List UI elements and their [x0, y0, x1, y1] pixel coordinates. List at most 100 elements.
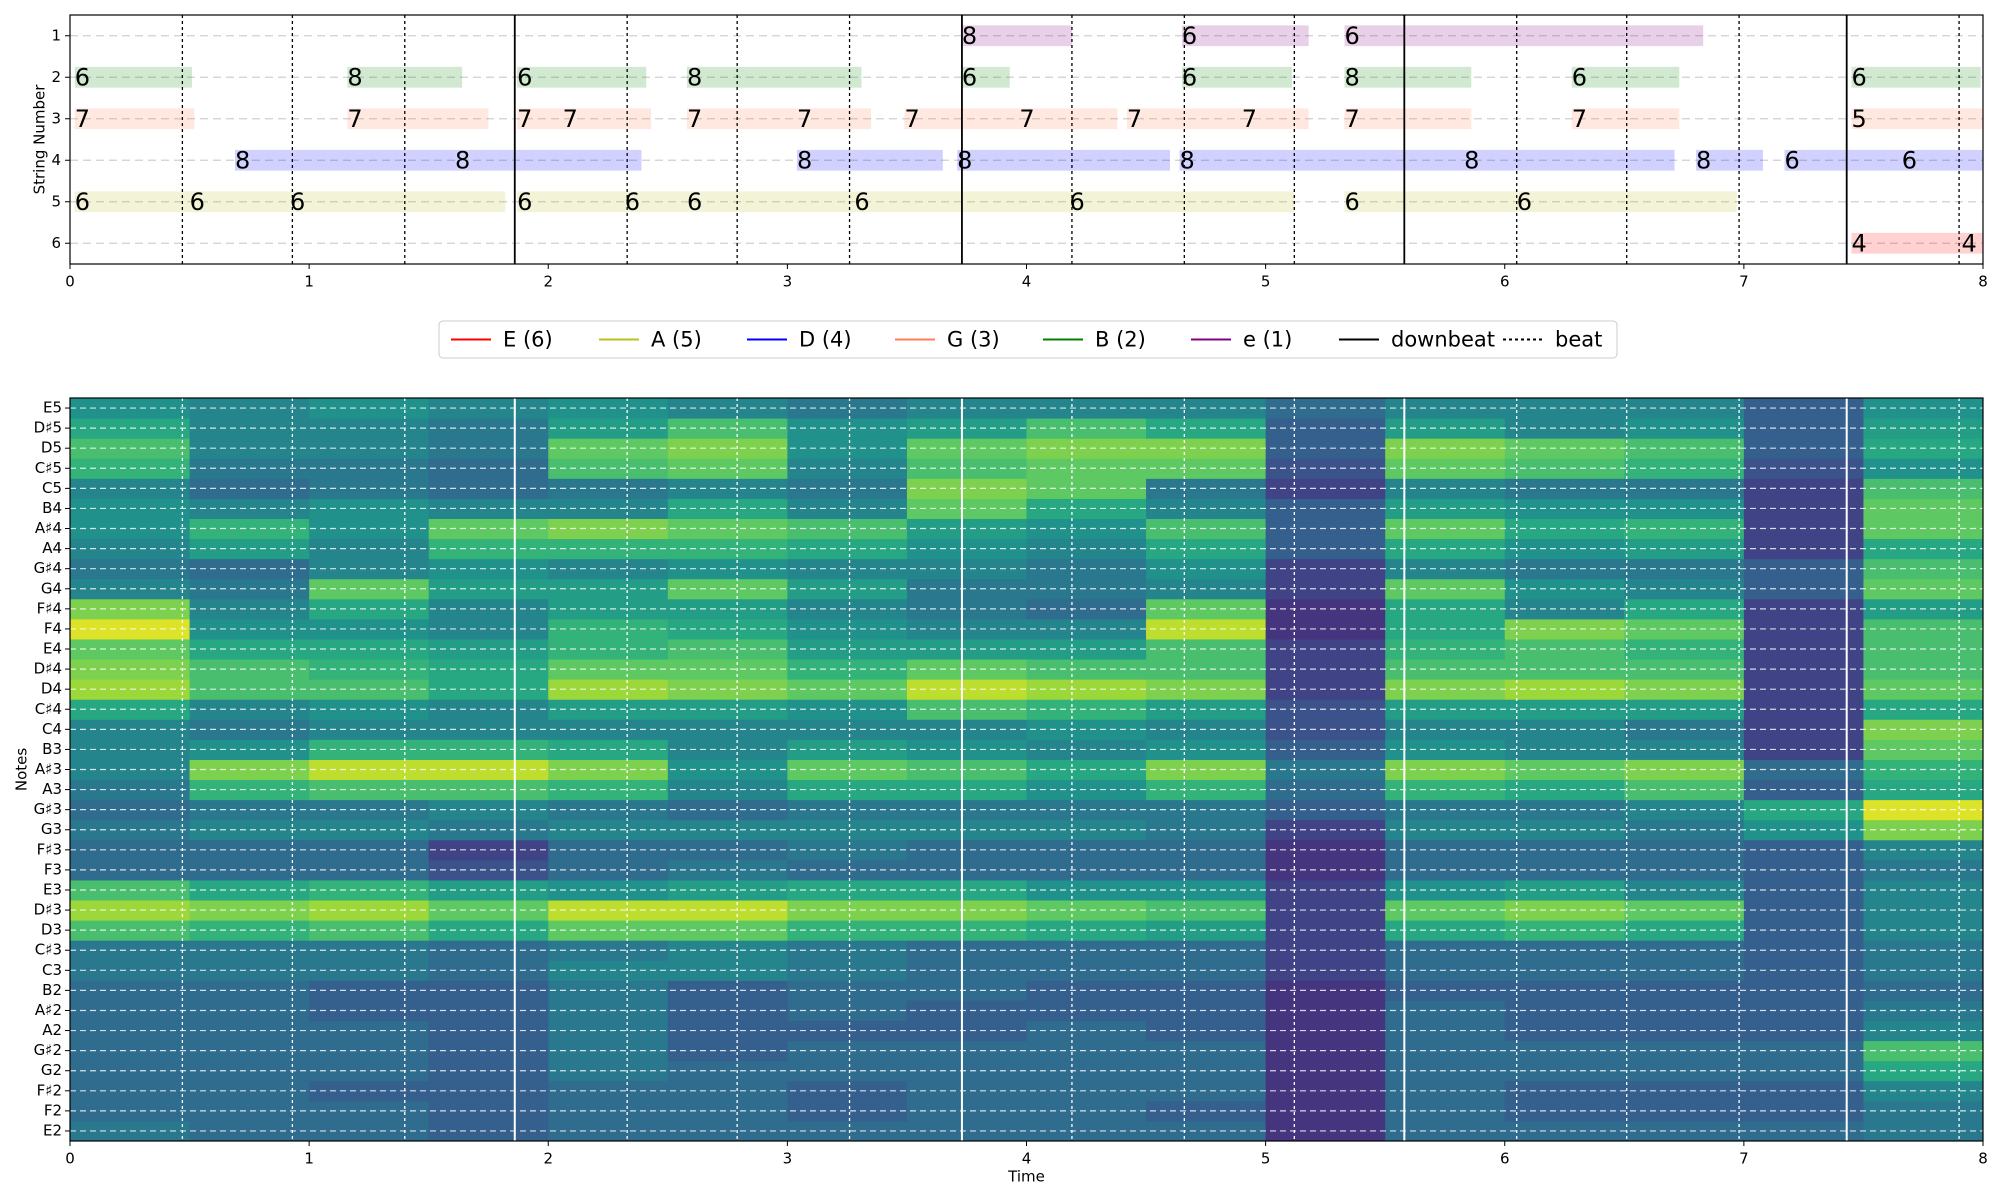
heat-cell	[428, 739, 549, 760]
heat-cell	[548, 538, 669, 560]
heat-cell	[428, 478, 549, 499]
heat-cell	[787, 739, 908, 760]
heat-cell	[667, 398, 788, 419]
fret-label: 6	[625, 188, 640, 216]
heat-cell	[1026, 659, 1147, 680]
heat-cell	[667, 1120, 788, 1142]
heat-cell	[906, 759, 1027, 781]
note-bar	[1181, 25, 1309, 47]
heat-cell	[1026, 498, 1147, 519]
heat-cell	[189, 1040, 310, 1062]
y-tick-label: A2	[42, 1021, 62, 1039]
heat-cell	[906, 779, 1027, 801]
x-tick-label: 0	[65, 273, 75, 291]
heat-cell	[1026, 879, 1147, 901]
heat-cell	[548, 839, 669, 861]
y-axis-label: Notes	[13, 748, 31, 792]
heat-cell	[906, 538, 1027, 560]
note-bar	[1344, 25, 1704, 47]
y-tick-label: C♯4	[35, 700, 62, 718]
heat-cell	[667, 859, 788, 881]
heat-cell	[189, 418, 310, 439]
heat-cell	[548, 940, 669, 961]
fret-label: 6	[1572, 63, 1587, 91]
x-tick-label: 2	[543, 273, 553, 291]
note-bar	[1069, 191, 1295, 213]
note-bar	[796, 108, 872, 130]
fret-label: 6	[1517, 188, 1532, 216]
note-bar	[961, 66, 1010, 88]
y-tick-label: A♯2	[35, 1001, 62, 1019]
heat-cell	[667, 900, 788, 921]
fret-label: 8	[1180, 146, 1195, 174]
heat-cell	[428, 940, 549, 961]
fret-label: 6	[854, 188, 869, 216]
heat-cell	[1026, 1080, 1147, 1102]
heat-cell	[309, 458, 430, 479]
heat-cell	[667, 458, 788, 479]
heat-cell	[1026, 940, 1147, 961]
note-bar	[1851, 108, 1983, 130]
heat-cell	[189, 1100, 310, 1122]
heat-cell	[189, 1080, 310, 1102]
heat-cell	[309, 859, 430, 881]
heat-cell	[906, 398, 1027, 419]
heat-cell	[1146, 1020, 1267, 1042]
heat-cell	[1146, 799, 1267, 821]
heat-cell	[428, 960, 549, 981]
note-bar	[686, 66, 862, 88]
fret-label: 4	[1961, 229, 1976, 257]
heat-cell	[906, 1000, 1027, 1022]
heat-cell	[667, 638, 788, 660]
heat-cell	[1146, 859, 1267, 881]
fret-label: 7	[797, 105, 812, 133]
note-bar	[74, 108, 195, 130]
fret-label: 6	[1345, 188, 1360, 216]
heat-cell	[189, 578, 310, 600]
y-tick-label: D5	[41, 439, 62, 457]
heat-cell	[189, 598, 310, 620]
heat-cell	[309, 438, 430, 459]
heat-cell	[309, 719, 430, 740]
heat-cell	[1146, 1120, 1267, 1142]
note-bar	[1571, 66, 1680, 88]
heat-cell	[1146, 578, 1267, 600]
heat-cell	[309, 578, 430, 600]
heat-cell	[189, 839, 310, 861]
y-tick-label: A♯3	[35, 760, 62, 778]
heat-cell	[906, 920, 1027, 941]
heat-cell	[787, 940, 908, 961]
heat-cell	[428, 438, 549, 459]
heat-cell	[1026, 679, 1147, 700]
heat-cell	[1146, 538, 1267, 560]
heat-cell	[906, 478, 1027, 499]
heat-cell	[548, 638, 669, 660]
heat-cell	[1026, 1040, 1147, 1062]
heat-cell	[906, 940, 1027, 961]
heat-cell	[906, 980, 1027, 1001]
heat-cell	[548, 699, 669, 720]
heat-cell	[428, 398, 549, 419]
heat-cell	[548, 759, 669, 781]
heat-cell	[1146, 980, 1267, 1001]
y-tick-label: E2	[43, 1121, 62, 1139]
heat-cell	[906, 839, 1027, 861]
heat-cell	[1146, 719, 1267, 740]
heat-cell	[667, 719, 788, 740]
heat-cell	[548, 418, 669, 439]
heat-cell	[1146, 518, 1267, 540]
note-bar	[517, 108, 563, 130]
x-tick-label: 2	[543, 1150, 553, 1168]
y-tick-label: D4	[41, 680, 62, 698]
heat-cell	[787, 839, 908, 861]
y-tick-label: F4	[44, 619, 62, 637]
heat-cell	[667, 920, 788, 941]
heat-cell	[906, 960, 1027, 981]
heat-cell	[1026, 618, 1147, 640]
y-tick-label: F♯3	[37, 840, 62, 858]
y-tick-label: 6	[51, 234, 61, 252]
note-bar	[1179, 149, 1465, 171]
note-bar	[289, 191, 506, 213]
heat-cell	[1026, 980, 1147, 1001]
heat-cell	[189, 759, 310, 781]
